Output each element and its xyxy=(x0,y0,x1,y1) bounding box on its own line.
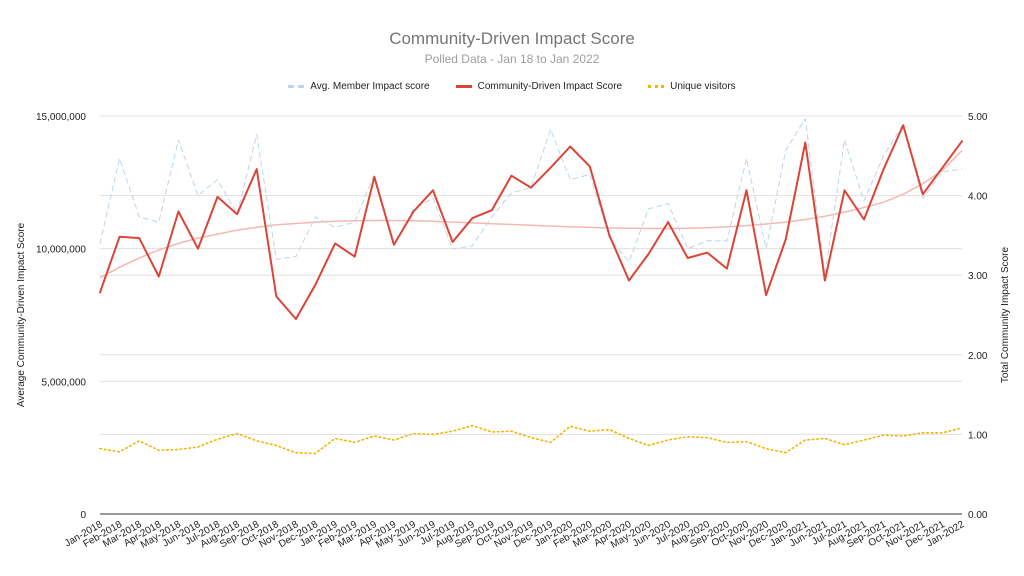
legend-label-avg-member: Avg. Member Impact score xyxy=(310,81,430,92)
legend-item-avg-member[interactable]: Avg. Member Impact score xyxy=(288,81,430,92)
y-tick-left: 10,000,000 xyxy=(36,245,86,256)
y-axis-title-right: Total Community Impact Score xyxy=(1000,246,1011,383)
series-line-community xyxy=(99,124,963,320)
y-tick-left: 5,000,000 xyxy=(42,377,87,388)
legend-swatch-visitors xyxy=(648,85,665,88)
y-tick-right: 4.00 xyxy=(968,192,988,203)
legend-swatch-community xyxy=(455,85,472,88)
y-tick-right: 1.00 xyxy=(968,430,988,441)
legend-item-visitors[interactable]: Unique visitors xyxy=(648,81,736,92)
legend-swatch-avg-member xyxy=(288,85,305,88)
y-axis-title-left: Average Community-Driven Impact Score xyxy=(16,222,27,407)
legend-label-community: Community-Driven Impact Score xyxy=(477,81,623,92)
chart-title: Community-Driven Impact Score xyxy=(389,29,635,48)
y-tick-right: 5.00 xyxy=(968,112,988,123)
y-tick-left: 15,000,000 xyxy=(36,112,86,123)
y-tick-right: 0.00 xyxy=(968,510,988,521)
legend: Avg. Member Impact score Community-Drive… xyxy=(0,81,1024,92)
y-tick-right: 3.00 xyxy=(968,271,988,282)
chart-subtitle: Polled Data - Jan 18 to Jan 2022 xyxy=(424,52,600,66)
series-line-visitors xyxy=(99,424,963,455)
y-tick-left: 0 xyxy=(80,510,86,521)
y-tick-right: 2.00 xyxy=(968,351,988,362)
legend-item-community[interactable]: Community-Driven Impact Score xyxy=(455,81,623,92)
trendline xyxy=(99,149,963,279)
series-line-avg-member xyxy=(99,118,963,276)
legend-label-visitors: Unique visitors xyxy=(670,81,736,92)
